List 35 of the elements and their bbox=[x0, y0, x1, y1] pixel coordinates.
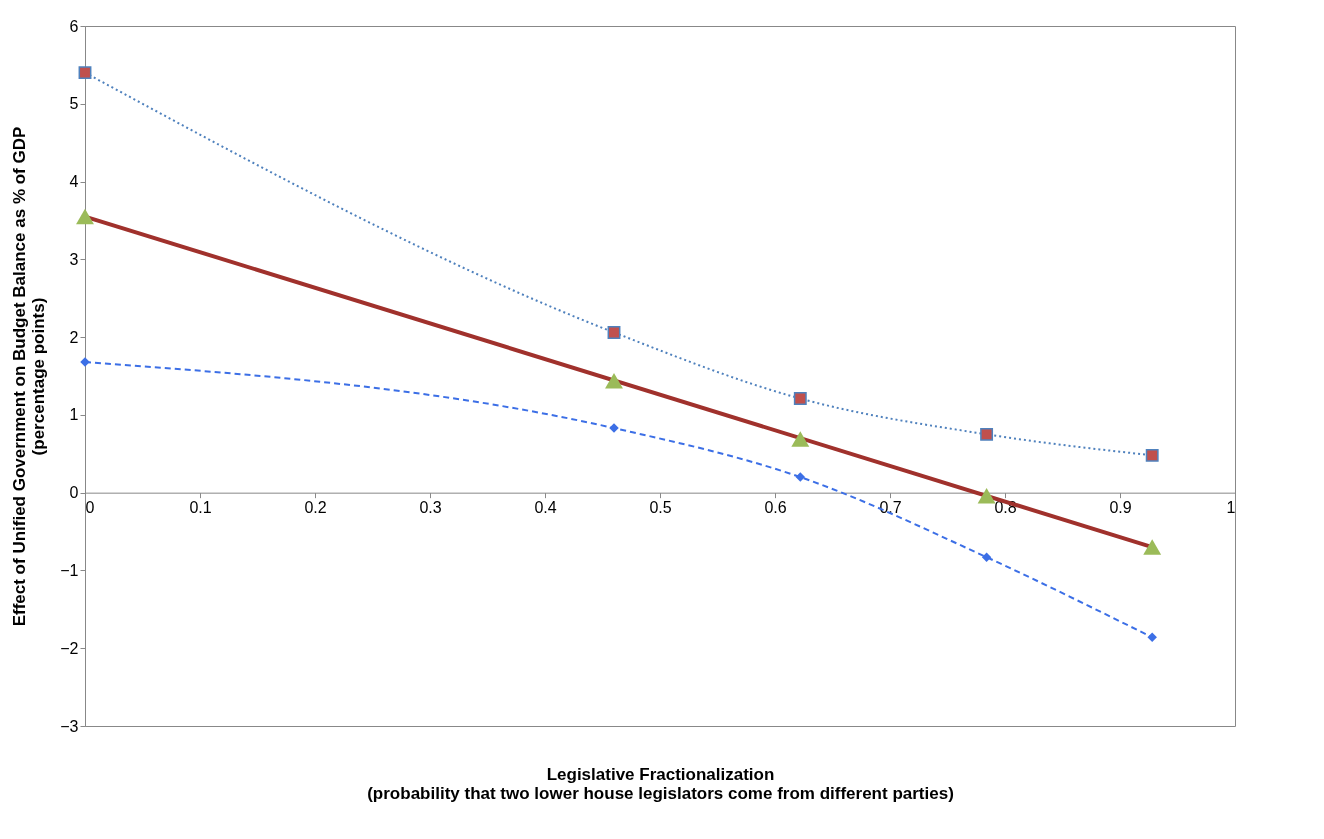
y-tick-label: 4 bbox=[69, 173, 79, 191]
x-tick-label: 0.2 bbox=[304, 499, 327, 517]
y-tick-label: −2 bbox=[60, 639, 79, 657]
y-tick-label: −1 bbox=[60, 561, 79, 579]
x-tick-label: 0 bbox=[85, 499, 95, 517]
x-tick-label: 1 bbox=[1226, 499, 1236, 517]
point bbox=[795, 472, 806, 482]
point bbox=[793, 392, 807, 406]
point bbox=[980, 427, 994, 441]
x-tick-label: 0.3 bbox=[419, 499, 442, 517]
point bbox=[607, 325, 621, 339]
y-axis-title: Effect of Unified Government on Budget Balance as % of GDP (percentage points) bbox=[10, 126, 49, 627]
y-tick-label: 5 bbox=[69, 95, 79, 113]
x-tick-label: 0.4 bbox=[534, 499, 557, 517]
x-tick-label: 0.1 bbox=[189, 499, 212, 517]
point bbox=[605, 372, 623, 389]
point bbox=[76, 208, 94, 225]
x-tick-label: 0.5 bbox=[649, 499, 672, 517]
point bbox=[981, 552, 992, 562]
x-tick-label: 0.7 bbox=[879, 499, 902, 517]
y-tick-label: 3 bbox=[69, 250, 79, 268]
x-axis-title: Legislative Fractionalization (probability that two lower house legislators come from different parties) bbox=[367, 764, 954, 803]
point bbox=[78, 66, 92, 80]
y-tick-label: −3 bbox=[60, 717, 79, 735]
y-tick-label: 0 bbox=[69, 484, 79, 502]
point bbox=[1147, 632, 1157, 643]
point bbox=[791, 431, 810, 447]
point bbox=[1145, 448, 1159, 462]
x-tick-label: 0.6 bbox=[764, 499, 787, 517]
y-tick-label: 6 bbox=[69, 17, 79, 35]
point bbox=[977, 488, 996, 504]
x-tick-label: 0.9 bbox=[1109, 499, 1132, 517]
y-tick-label: 1 bbox=[69, 406, 79, 424]
point bbox=[1143, 539, 1162, 555]
y-tick-label: 2 bbox=[69, 328, 79, 346]
